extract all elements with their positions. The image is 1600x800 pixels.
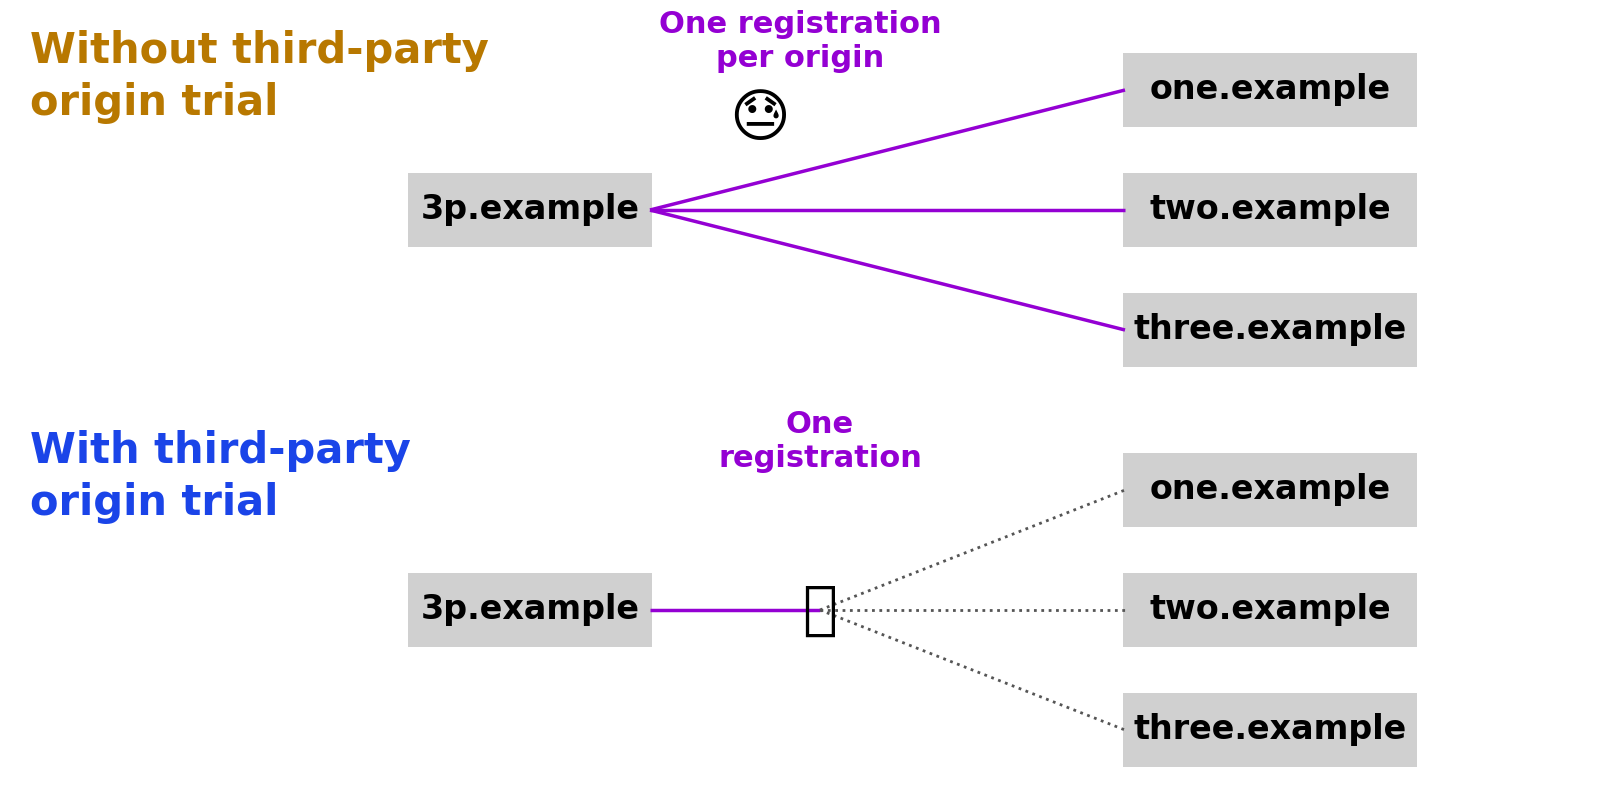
Text: Without third-party
origin trial: Without third-party origin trial xyxy=(30,30,490,124)
Text: three.example: three.example xyxy=(1133,314,1406,346)
Text: two.example: two.example xyxy=(1149,594,1390,626)
FancyBboxPatch shape xyxy=(1123,573,1418,647)
Text: 3p.example: 3p.example xyxy=(421,594,640,626)
Text: one.example: one.example xyxy=(1149,474,1390,506)
FancyBboxPatch shape xyxy=(1123,693,1418,767)
FancyBboxPatch shape xyxy=(1123,453,1418,527)
Text: two.example: two.example xyxy=(1149,194,1390,226)
Text: One
registration: One registration xyxy=(718,410,922,473)
FancyBboxPatch shape xyxy=(1123,173,1418,247)
FancyBboxPatch shape xyxy=(1123,293,1418,367)
Text: three.example: three.example xyxy=(1133,714,1406,746)
Text: One registration
per origin: One registration per origin xyxy=(659,10,941,73)
FancyBboxPatch shape xyxy=(408,573,653,647)
Text: one.example: one.example xyxy=(1149,74,1390,106)
Text: With third-party
origin trial: With third-party origin trial xyxy=(30,430,411,524)
Text: 😓: 😓 xyxy=(730,91,790,149)
FancyBboxPatch shape xyxy=(408,173,653,247)
FancyBboxPatch shape xyxy=(1123,53,1418,127)
Text: 🙂: 🙂 xyxy=(803,582,837,638)
Text: 3p.example: 3p.example xyxy=(421,194,640,226)
